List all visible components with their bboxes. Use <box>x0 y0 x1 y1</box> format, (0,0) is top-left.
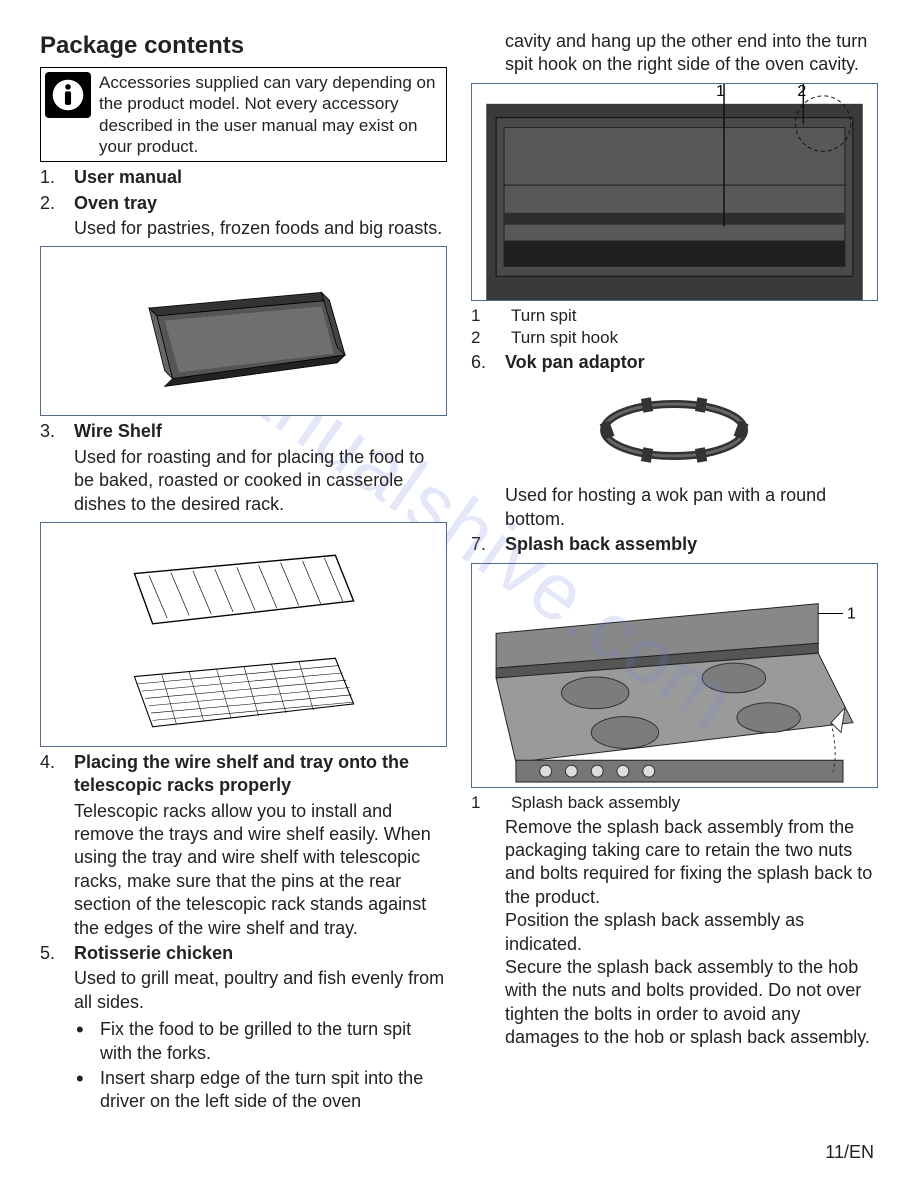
left-column: Package contents Accessories supplied ca… <box>40 30 447 1116</box>
item-desc: Used for pastries, frozen foods and big … <box>74 217 447 240</box>
item-title: Placing the wire shelf and tray onto the… <box>74 752 409 795</box>
legend-row: 1 Splash back assembly <box>471 792 878 814</box>
page-number: 11/EN <box>825 1141 874 1164</box>
section-heading: Package contents <box>40 30 447 61</box>
continuation-text: cavity and hang up the other end into th… <box>471 30 878 77</box>
item-desc: Remove the splash back assembly from the… <box>471 816 878 1050</box>
item-title: Oven tray <box>74 193 157 213</box>
package-list: User manual Oven tray Used for pastries,… <box>40 166 447 1114</box>
svg-text:1: 1 <box>847 605 856 622</box>
info-note-box: Accessories supplied can vary depending … <box>40 67 447 162</box>
splashback-figure: 1 <box>471 563 878 788</box>
item-6-row: 6. Vok pan adaptor <box>471 351 878 374</box>
legend-num: 1 <box>471 305 511 327</box>
cavity-legend: 1 Turn spit 2 Turn spit hook <box>471 305 878 349</box>
right-column: cavity and hang up the other end into th… <box>467 30 878 1116</box>
item-7-row: 7. Splash back assembly <box>471 533 878 556</box>
item-title: Rotisserie chicken <box>74 943 233 963</box>
bullet-item: Fix the food to be grilled to the turn s… <box>74 1018 447 1065</box>
item-desc: Used for hosting a wok pan with a round … <box>471 484 878 531</box>
two-column-layout: Package contents Accessories supplied ca… <box>40 30 878 1116</box>
item-title: Splash back assembly <box>505 533 697 556</box>
item-title: Wire Shelf <box>74 421 162 441</box>
list-item: Wire Shelf Used for roasting and for pla… <box>40 420 447 747</box>
wire-shelf-figure <box>40 522 447 747</box>
oven-cavity-figure: 1 2 <box>471 83 878 301</box>
item-desc: Used to grill meat, poultry and fish eve… <box>74 967 447 1014</box>
legend-label: Turn spit hook <box>511 327 618 349</box>
legend-num: 1 <box>471 792 511 814</box>
item-desc: Telescopic racks allow you to install an… <box>74 800 447 940</box>
item-title: User manual <box>74 167 182 187</box>
list-item: User manual <box>40 166 447 189</box>
legend-row: 1 Turn spit <box>471 305 878 327</box>
wok-adaptor-figure <box>471 380 878 480</box>
list-item: Rotisserie chicken Used to grill meat, p… <box>40 942 447 1114</box>
bullet-item: Insert sharp edge of the turn spit into … <box>74 1067 447 1114</box>
legend-row: 2 Turn spit hook <box>471 327 878 349</box>
list-item: Oven tray Used for pastries, frozen food… <box>40 192 447 417</box>
splash-legend: 1 Splash back assembly <box>471 792 878 814</box>
info-icon <box>45 72 91 118</box>
item-title: Vok pan adaptor <box>505 351 645 374</box>
item-desc: Used for roasting and for placing the fo… <box>74 446 447 516</box>
svg-text:1: 1 <box>716 84 725 100</box>
legend-label: Splash back assembly <box>511 792 680 814</box>
legend-label: Turn spit <box>511 305 577 327</box>
svg-text:2: 2 <box>797 84 806 100</box>
legend-num: 2 <box>471 327 511 349</box>
oven-tray-figure <box>40 246 447 416</box>
item-number: 6. <box>471 351 505 374</box>
list-item: Placing the wire shelf and tray onto the… <box>40 751 447 940</box>
item-number: 7. <box>471 533 505 556</box>
bullet-list: Fix the food to be grilled to the turn s… <box>74 1018 447 1114</box>
info-note-text: Accessories supplied can vary depending … <box>99 72 440 157</box>
